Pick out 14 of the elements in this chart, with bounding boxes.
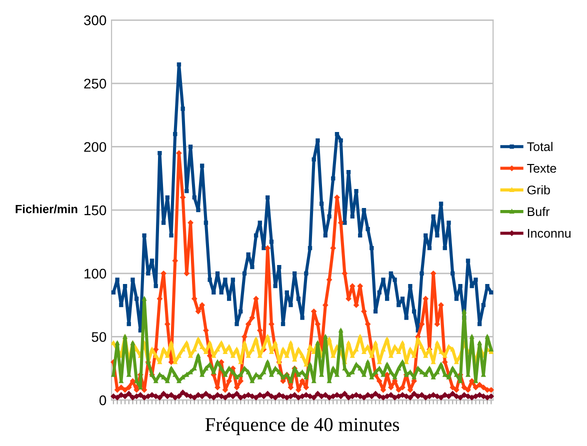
legend-label: Bufr	[528, 206, 550, 216]
legend-label: Inconnu	[528, 229, 570, 238]
legend-label: Grib	[527, 185, 550, 194]
y-axis-title: Fichier/min	[16, 204, 78, 214]
y-tick-label: 50	[92, 332, 106, 342]
y-tick-label: 150	[84, 205, 106, 216]
legend-label: Total	[527, 142, 552, 152]
x-axis-title: Fréquence de 40 minutes	[205, 417, 400, 436]
y-tick-label: 100	[84, 268, 106, 279]
legend-label: Texte	[527, 164, 556, 173]
y-tick-label: 250	[84, 78, 106, 89]
y-tick-label: 0	[99, 395, 106, 406]
y-tick-label: 300	[84, 15, 106, 26]
y-tick-label: 200	[84, 142, 106, 152]
